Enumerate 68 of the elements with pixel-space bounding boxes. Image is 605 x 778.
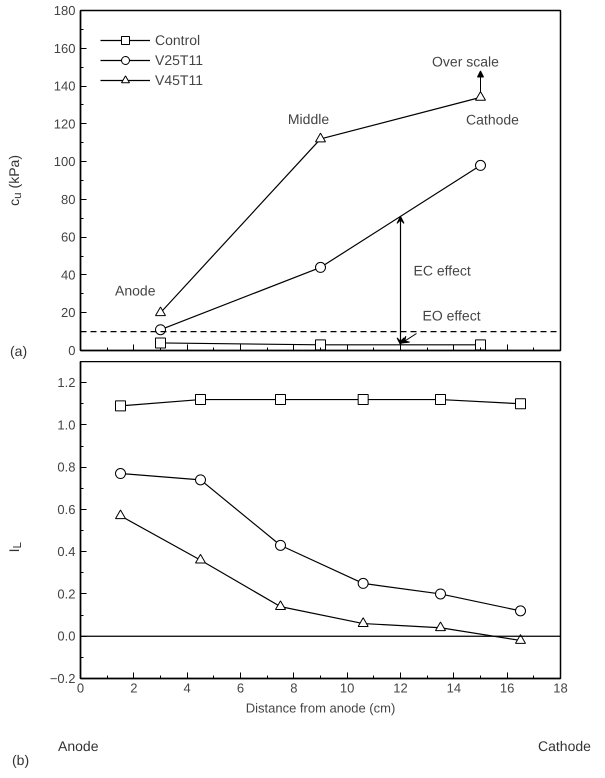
point <box>358 617 369 627</box>
y-tick-label: 100 <box>54 154 76 170</box>
legend-label: V25T11 <box>155 52 203 68</box>
point <box>358 394 369 406</box>
y-tick-label: 0.0 <box>57 628 76 644</box>
x-tick-label: 2 <box>130 680 138 696</box>
point <box>275 540 286 551</box>
point <box>315 262 326 273</box>
y-tick-label: 0.8 <box>57 460 76 475</box>
x-tick-label: 6 <box>236 680 244 696</box>
point <box>275 600 286 610</box>
point <box>155 324 166 336</box>
x-tick-label: 18 <box>553 680 568 696</box>
point <box>358 578 369 589</box>
point <box>435 622 446 632</box>
annotation: Over scale <box>432 53 500 70</box>
text: (a) <box>10 342 28 361</box>
y-tick-label: 20 <box>61 305 76 320</box>
text: Cathode <box>538 737 591 756</box>
x-tick-label: 10 <box>340 680 354 696</box>
point <box>315 132 326 142</box>
point <box>155 337 166 348</box>
point <box>315 339 326 350</box>
y-tick-label: 1.0 <box>57 417 76 432</box>
point <box>515 634 526 644</box>
point <box>435 588 446 600</box>
annotation: Cathode <box>466 111 520 128</box>
y-tick-label: −0.2 <box>50 671 76 686</box>
y-tick-label: 0.6 <box>57 502 76 517</box>
y-tick-label: 0 <box>68 343 76 358</box>
y-tick-label: 160 <box>54 40 76 56</box>
x-tick-label: 14 <box>446 680 462 696</box>
y-tick-label: 0.2 <box>57 586 76 602</box>
legend-label: V45T11 <box>155 72 203 88</box>
point <box>515 398 526 410</box>
point <box>435 394 446 406</box>
annotation: EC effect <box>414 262 471 278</box>
point <box>115 510 126 520</box>
point <box>475 339 486 350</box>
annotation: Middle <box>288 110 330 127</box>
x-tick-label: 16 <box>500 680 514 696</box>
point <box>155 306 166 316</box>
y-tick-label: 1.2 <box>57 375 76 390</box>
y-tick-label: 40 <box>61 267 76 282</box>
y-tick-label: 0.4 <box>57 544 76 560</box>
annotation: Anode <box>115 282 156 299</box>
point <box>195 554 206 564</box>
point <box>195 394 206 406</box>
x-tick-label: 4 <box>184 680 191 696</box>
x-axis-title: Distance from anode (cm) <box>246 700 396 716</box>
y-tick-label: 60 <box>61 230 76 245</box>
legend-label: Control <box>155 32 200 48</box>
x-tick-label: 8 <box>290 680 298 696</box>
text: Anode <box>58 737 98 756</box>
point <box>195 474 206 486</box>
y-tick-label: 180 <box>54 3 76 18</box>
text: (b) <box>12 751 30 770</box>
point <box>515 605 526 616</box>
y-tick-label: 120 <box>54 116 76 132</box>
y-tick-label: 140 <box>54 78 76 94</box>
point <box>115 468 126 479</box>
point <box>275 394 286 406</box>
annotation: EO effect <box>422 308 481 324</box>
x-tick-label: 12 <box>393 680 408 696</box>
point <box>115 400 126 412</box>
point <box>475 160 486 171</box>
y-tick-label: 80 <box>61 192 76 207</box>
point <box>475 91 486 101</box>
